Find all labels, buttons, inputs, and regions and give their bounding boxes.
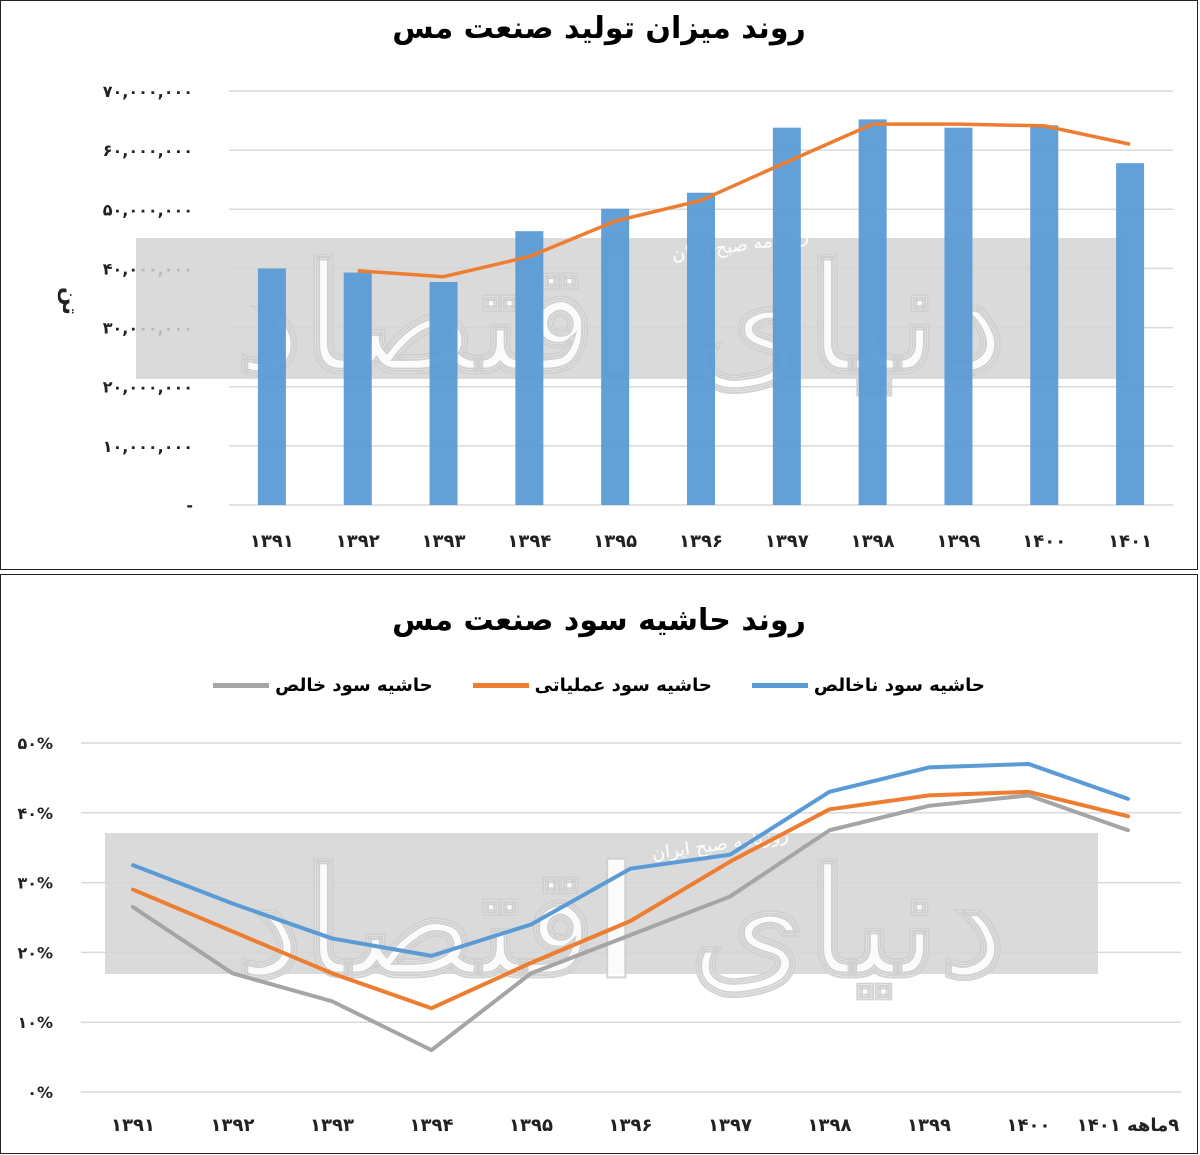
bar (858, 119, 887, 505)
margin-chart-panel: روند حاشیه سود صنعت مس حاشیه سود ناخالص … (0, 574, 1198, 1154)
x-tick-label: ۱۳۹۶ (679, 531, 723, 552)
production-chart-svg: -۱۰,۰۰۰,۰۰۰۲۰,۰۰۰,۰۰۰۳۰,۰۰۰,۰۰۰۴۰,۰۰۰,۰۰… (57, 82, 1173, 552)
bar (429, 282, 458, 505)
x-tick-label: ۱۳۹۸ (851, 531, 895, 552)
legend-label-net: حاشیه سود خالص (275, 675, 433, 696)
x-tick-label: ۱۳۹۷ (708, 1115, 752, 1136)
trend-line (357, 122, 1131, 279)
bar (687, 192, 715, 505)
legend-label-gross: حاشیه سود ناخالص (813, 675, 985, 696)
legend-swatch-net (213, 683, 270, 688)
y-tick-label: ۷۰,۰۰۰,۰۰۰ (103, 82, 193, 101)
x-tick-label: ۱۳۹۲ (211, 1115, 255, 1136)
legend-label-operating: حاشیه سود عملیاتی (534, 675, 712, 696)
x-tick-label: ۱۳۹۵ (509, 1115, 553, 1136)
bar (1030, 125, 1059, 505)
y-tick-label: ۵۰% (17, 734, 53, 753)
x-tick-label: ۱۳۹۴ (507, 531, 551, 552)
bar (343, 272, 372, 505)
bar (601, 208, 630, 506)
production-chart-title: روند میزان تولید صنعت مس (392, 11, 806, 46)
bar (944, 127, 973, 505)
production-chart-panel: روند میزان تولید صنعت مس - ۱۰,۰۰۰,۰۰۰ ۲۰,۰… (0, 0, 1198, 570)
y-tick-label: ۰% (27, 1083, 53, 1102)
x-tick-label: ۱۴۰۱ (1108, 531, 1152, 552)
x-tick-label: ۱۳۹۹ (936, 531, 980, 552)
y-tick-label: ۳۰% (17, 874, 53, 893)
y-tick-label: ۶۰,۰۰۰,۰۰۰ (103, 141, 193, 160)
margin-chart-title: روند حاشیه سود صنعت مس (392, 603, 806, 638)
x-tick-label: ۱۴۰۰ (1007, 1115, 1051, 1136)
legend-item-operating: حاشیه سود عملیاتی (472, 675, 712, 696)
x-tick-label: ۱۳۹۱ (111, 1115, 155, 1136)
bar (772, 127, 801, 505)
bar (515, 231, 544, 505)
y-tick-label: ۵۰,۰۰۰,۰۰۰ (103, 200, 193, 219)
legend-swatch-operating (472, 683, 529, 688)
legend-item-net: حاشیه سود خالص (213, 675, 433, 696)
y-tick-label: ۲۰,۰۰۰,۰۰۰ (103, 378, 193, 397)
bar (1116, 163, 1145, 505)
x-tick-label: ۱۳۹۴ (410, 1115, 454, 1136)
margin-chart-legend: حاشیه سود ناخالص حاشیه سود عملیاتی حاشیه… (1, 675, 1197, 696)
legend-item-gross: حاشیه سود ناخالص (751, 675, 985, 696)
series-line (131, 761, 1130, 958)
y-tick-label: ۱۰,۰۰۰,۰۰۰ (103, 437, 193, 456)
watermark-band (105, 833, 1098, 974)
x-tick-label: ۱۳۹۷ (765, 531, 809, 552)
series-line (131, 793, 1130, 1053)
y-tick-label: - (186, 496, 193, 515)
y-axis-label: تن (57, 287, 82, 315)
x-tick-label: ۱۳۹۶ (609, 1115, 653, 1136)
x-tick-label: ۱۳۹۳ (422, 531, 466, 552)
x-tick-label: ۱۳۹۲ (336, 531, 380, 552)
x-tick-label: ۹ماهه ۱۴۰۱ (1077, 1115, 1180, 1136)
bar (257, 268, 286, 505)
x-tick-label: ۱۳۹۸ (808, 1115, 852, 1136)
x-tick-label: ۱۳۹۱ (250, 531, 294, 552)
y-tick-label: ۴۰% (17, 804, 53, 823)
series-line (131, 789, 1130, 1011)
x-tick-label: ۱۳۹۹ (907, 1115, 951, 1136)
y-tick-label: ۲۰% (17, 943, 53, 962)
x-tick-label: ۱۳۹۳ (310, 1115, 354, 1136)
y-tick-label: ۱۰% (17, 1013, 53, 1032)
legend-swatch-gross (751, 683, 808, 688)
x-tick-label: ۱۴۰۰ (1022, 531, 1066, 552)
x-tick-label: ۱۳۹۵ (593, 531, 637, 552)
